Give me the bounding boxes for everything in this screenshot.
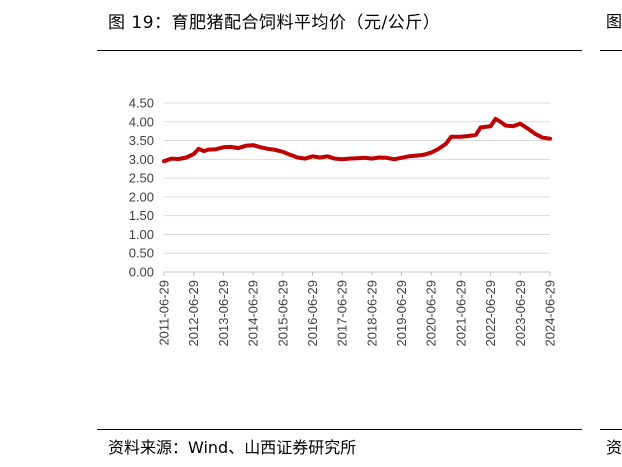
data-point [450, 136, 452, 138]
data-point [230, 146, 232, 148]
data-point [363, 157, 365, 159]
data-point [490, 125, 492, 127]
data-point [534, 133, 536, 135]
source-overline [97, 429, 582, 430]
y-tick-label: 2.00 [129, 189, 154, 204]
x-tick-label: 2018-06-29 [364, 280, 379, 347]
data-point [500, 121, 501, 123]
data-point [445, 143, 447, 145]
data-point [198, 148, 200, 150]
x-tick-label: 2020-06-29 [424, 280, 439, 347]
y-tick-label: 0.50 [129, 246, 154, 261]
data-point [423, 154, 425, 156]
figure-title: 图 19：育肥猪配合饲料平均价（元/公斤） [108, 13, 441, 33]
data-point [289, 154, 291, 156]
next-figure-fragment: 图 [606, 12, 622, 31]
y-axis-ticks: 0.00 0.50 1.00 1.50 2.00 2.50 3.00 3.50 4.00 4.50 [129, 96, 154, 280]
data-point [401, 157, 402, 159]
next-source-rule [600, 429, 622, 430]
data-point [393, 158, 395, 160]
data-point [415, 155, 417, 157]
data-point [178, 158, 180, 160]
x-tick-label: 2023-06-29 [513, 280, 528, 347]
data-point [319, 157, 321, 158]
x-tick-label: 2022-06-29 [483, 280, 498, 347]
data-point [371, 158, 373, 160]
data-point [237, 147, 239, 149]
data-point [542, 137, 543, 139]
data-point [274, 149, 276, 151]
data-point [334, 158, 336, 160]
data-point [267, 148, 269, 150]
data-point [480, 126, 482, 128]
data-point [171, 158, 172, 160]
x-tick-label: 2013-06-29 [216, 280, 231, 347]
x-tick-label: 2021-06-29 [453, 280, 468, 347]
gridlines [164, 102, 550, 254]
data-point [163, 160, 165, 162]
data-point [519, 123, 521, 125]
figure-source: 资料来源：Wind、山西证券研究所 [108, 438, 357, 457]
data-point [460, 136, 462, 138]
data-point [475, 134, 477, 136]
next-figure-rule [600, 50, 622, 51]
next-source-fragment: 资 [606, 438, 622, 457]
data-point [304, 158, 306, 160]
data-point [549, 138, 551, 140]
data-point [297, 157, 299, 158]
x-tick-label: 2011-06-29 [157, 280, 172, 346]
data-point [378, 157, 380, 158]
data-point [505, 125, 506, 126]
y-tick-label: 4.50 [129, 96, 154, 111]
y-tick-label: 3.00 [129, 152, 154, 167]
data-point [467, 135, 469, 137]
y-tick-label: 3.50 [129, 133, 154, 148]
data-point [495, 118, 496, 120]
data-point [527, 128, 529, 129]
x-tick-label: 2016-06-29 [305, 280, 320, 347]
data-point [349, 158, 351, 160]
data-point [260, 146, 262, 148]
x-axis-ticks: 2011-06-29 2012-06-29 2013-06-29 2014-06-29… [157, 272, 558, 347]
data-point [430, 152, 432, 154]
x-tick-label: 2015-06-29 [275, 280, 290, 347]
data-point [282, 151, 284, 153]
series-layer [162, 116, 552, 164]
data-point [185, 157, 187, 158]
data-point [208, 149, 210, 151]
x-tick-label: 2014-06-29 [246, 280, 261, 347]
data-point [356, 157, 358, 159]
data-point [312, 155, 313, 157]
x-tick-label: 2012-06-29 [186, 280, 201, 347]
title-underline [97, 50, 582, 51]
y-tick-label: 2.50 [129, 171, 154, 186]
data-point [203, 150, 205, 152]
data-point [408, 155, 410, 157]
y-tick-label: 0.00 [129, 265, 154, 280]
data-point [512, 125, 514, 127]
series-line [162, 116, 552, 164]
x-tick-label: 2019-06-29 [394, 280, 409, 347]
y-tick-label: 1.50 [129, 208, 154, 223]
data-point [193, 153, 195, 155]
x-tick-label: 2024-06-29 [543, 280, 558, 347]
y-tick-label: 1.00 [129, 227, 154, 242]
data-point [438, 148, 440, 150]
x-tick-label: 2017-06-29 [335, 280, 350, 347]
y-tick-label: 4.00 [129, 114, 154, 129]
data-point [215, 148, 217, 150]
data-point [252, 144, 254, 146]
data-point [341, 158, 343, 160]
data-point [222, 146, 224, 148]
data-point [245, 145, 247, 147]
data-point [326, 155, 328, 157]
data-point [386, 157, 388, 159]
